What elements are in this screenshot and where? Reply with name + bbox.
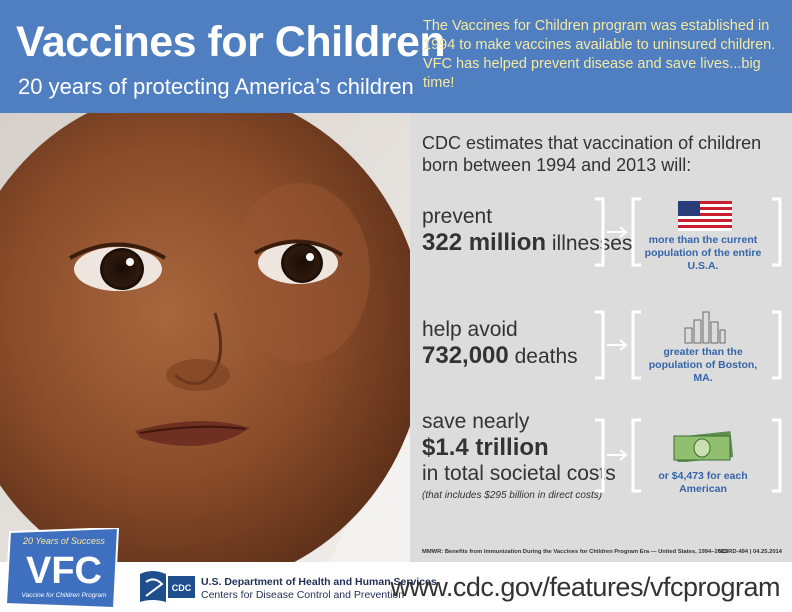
intro-text: The Vaccines for Children program was es…: [423, 18, 776, 91]
dollar-bill-icon: [673, 431, 734, 462]
stat-suffix: in total societal costs: [422, 462, 616, 485]
stat-prefix: help avoid: [422, 318, 518, 341]
badge-letters: VFC: [26, 550, 102, 592]
bracket-close-icon: [772, 310, 782, 380]
statistics-panel: CDC estimates that vaccination of childr…: [410, 113, 792, 562]
stat-figure: $1.4 trillion: [422, 434, 549, 461]
us-flag-icon: [678, 201, 732, 231]
stat-illnesses: prevent 322 million illnesses: [422, 205, 632, 257]
stat-prefix: prevent: [422, 205, 493, 228]
footer: [0, 562, 792, 612]
page-subtitle: 20 years of protecting America’s childre…: [18, 74, 414, 99]
badge-bottom-text: Vaccine for Children Program: [21, 592, 107, 599]
cdc-logo-text: CDC: [172, 583, 192, 593]
stat-deaths: help avoid 732,000 deaths: [422, 318, 578, 370]
cdc-logo-icon: CDC: [140, 571, 195, 602]
program-url: www.cdc.gov/features/vfcprogram: [390, 572, 780, 602]
stat-note: (that includes $295 billion in direct co…: [422, 490, 603, 501]
comparison-illnesses: more than the current population of the …: [644, 234, 762, 272]
bracket-arrow-icon: [595, 310, 641, 380]
badge-top-text: 20 Years of Success: [22, 536, 105, 546]
stat-suffix: deaths: [508, 345, 578, 368]
department-name: U.S. Department of Health and Human Serv…: [201, 576, 437, 588]
bracket-arrow-icon: [595, 197, 641, 267]
city-skyline-icon: [684, 311, 726, 344]
comparison-costs: or $4,473 for each American: [658, 470, 748, 495]
stat-figure: 322 million: [422, 229, 547, 256]
stat-suffix: illnesses: [546, 232, 633, 255]
header-banner: Vaccines for Children 20 years of protec…: [0, 0, 792, 113]
stat-prefix: save nearly: [422, 410, 530, 433]
bracket-close-icon: [772, 418, 782, 493]
vfc-badge-logo: 20 Years of Success VFC Vaccine for Chil…: [6, 528, 120, 608]
bracket-close-icon: [772, 197, 782, 267]
page-title: Vaccines for Children: [16, 18, 446, 66]
agency-name: Centers for Disease Control and Preventi…: [201, 589, 405, 601]
baby-photo: [0, 113, 410, 562]
estimate-intro: CDC estimates that vaccination of childr…: [422, 133, 762, 175]
bracket-arrow-icon: [595, 418, 641, 493]
stat-costs: save nearly $1.4 trillion in total socie…: [422, 410, 616, 501]
comparison-deaths: greater than the population of Boston, M…: [648, 346, 758, 384]
stat-figure: 732,000: [422, 342, 509, 369]
source-citation: MMWR: Benefits from Immunization During …: [422, 549, 728, 555]
document-code: NCIRD-494 | 04.25.2014: [718, 549, 782, 555]
